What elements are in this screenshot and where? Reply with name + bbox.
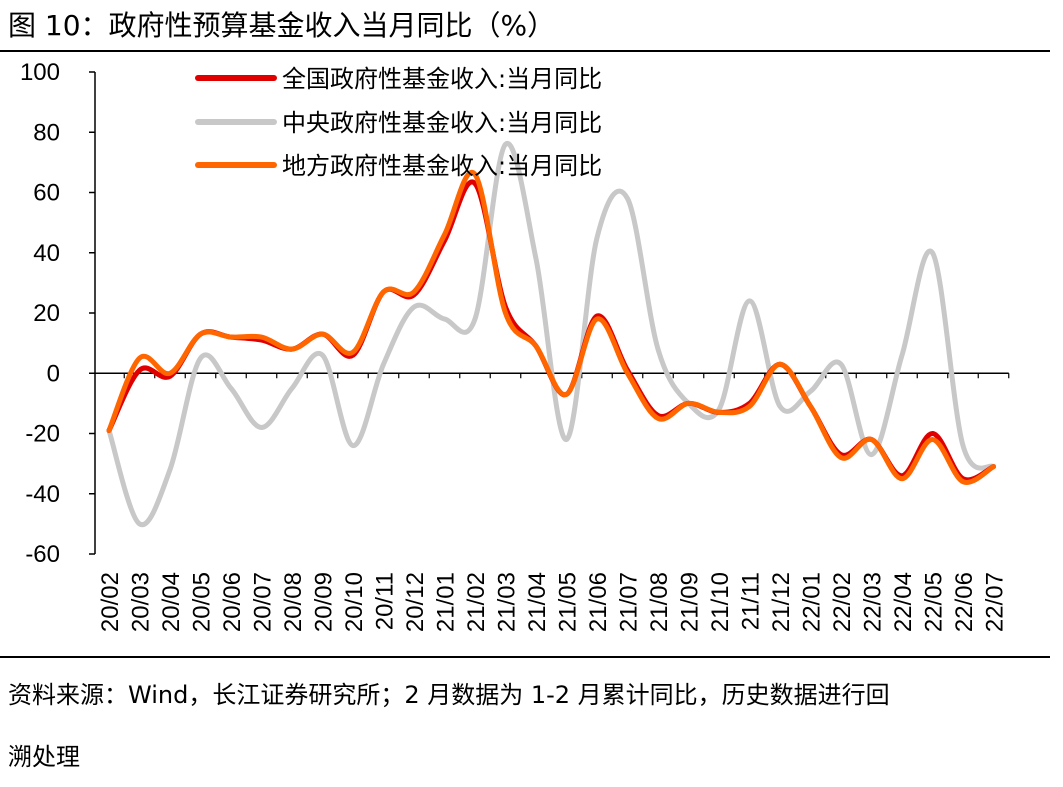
x-tick-label: 21/05 bbox=[555, 572, 582, 632]
y-tick-label: 60 bbox=[33, 180, 60, 207]
x-tick-label: 22/05 bbox=[921, 572, 948, 632]
y-tick-label: 80 bbox=[33, 119, 60, 146]
x-tick-label: 21/03 bbox=[494, 572, 521, 632]
y-tick-label: 100 bbox=[20, 59, 60, 86]
series-central-line bbox=[106, 141, 996, 528]
bottom-divider bbox=[0, 656, 1050, 658]
x-tick-label: 20/07 bbox=[250, 572, 277, 632]
legend-central: 中央政府性基金收入:当月同比 bbox=[195, 109, 602, 137]
chart-legend: 全国政府性基金收入:当月同比中央政府性基金收入:当月同比地方政府性基金收入:当月… bbox=[195, 65, 602, 180]
x-tick-label: 20/10 bbox=[341, 572, 368, 632]
legend-local: 地方政府性基金收入:当月同比 bbox=[195, 152, 602, 180]
y-tick-label: -40 bbox=[25, 481, 60, 508]
x-tick-label: 22/02 bbox=[829, 572, 856, 632]
x-tick-label: 21/08 bbox=[646, 572, 673, 632]
legend-label: 地方政府性基金收入:当月同比 bbox=[282, 152, 602, 180]
legend-national: 全国政府性基金收入:当月同比 bbox=[195, 65, 602, 93]
series-local-line bbox=[106, 169, 996, 485]
x-tick-label: 20/12 bbox=[402, 572, 429, 632]
x-tick-label: 22/07 bbox=[982, 572, 1009, 632]
chart-series bbox=[106, 141, 996, 528]
x-tick-label: 22/06 bbox=[951, 572, 978, 632]
x-tick-label: 22/04 bbox=[890, 572, 917, 632]
x-tick-label: 22/01 bbox=[799, 572, 826, 632]
page-title: 图 10：政府性预算基金收入当月同比（%） bbox=[8, 9, 556, 42]
x-tick-label: 21/01 bbox=[433, 572, 460, 632]
x-tick-label: 21/07 bbox=[616, 572, 643, 632]
x-tick-label: 20/02 bbox=[97, 572, 124, 632]
legend-label: 全国政府性基金收入:当月同比 bbox=[282, 65, 602, 93]
x-tick-label: 21/12 bbox=[768, 572, 795, 632]
x-tick-label: 20/04 bbox=[158, 572, 185, 632]
x-tick-label: 20/03 bbox=[128, 572, 155, 632]
x-tick-label: 21/02 bbox=[463, 572, 490, 632]
source-note: 资料来源：Wind，长江证券研究所；2 月数据为 1-2 月累计同比，历史数据进… bbox=[8, 681, 890, 709]
x-tick-label: 21/04 bbox=[524, 572, 551, 632]
x-tick-label: 20/05 bbox=[189, 572, 216, 632]
x-tick-label: 21/11 bbox=[738, 572, 765, 630]
legend-label: 中央政府性基金收入:当月同比 bbox=[282, 109, 602, 137]
x-tick-label: 20/11 bbox=[372, 572, 399, 630]
x-tick-label: 21/09 bbox=[677, 572, 704, 632]
y-tick-label: 0 bbox=[47, 360, 60, 387]
y-tick-label: 20 bbox=[33, 300, 60, 327]
x-tick-label: 22/03 bbox=[860, 572, 887, 632]
x-tick-label: 20/09 bbox=[311, 572, 338, 632]
x-tick-label: 20/08 bbox=[280, 572, 307, 632]
x-tick-label: 20/06 bbox=[219, 572, 246, 632]
y-tick-label: 40 bbox=[33, 240, 60, 267]
x-tick-label: 21/10 bbox=[707, 572, 734, 632]
y-tick-label: -60 bbox=[25, 541, 60, 568]
top-divider bbox=[0, 50, 1050, 52]
x-tick-label: 21/06 bbox=[585, 572, 612, 632]
source-note-continued: 溯处理 bbox=[8, 743, 80, 771]
y-tick-label: -20 bbox=[25, 421, 60, 448]
